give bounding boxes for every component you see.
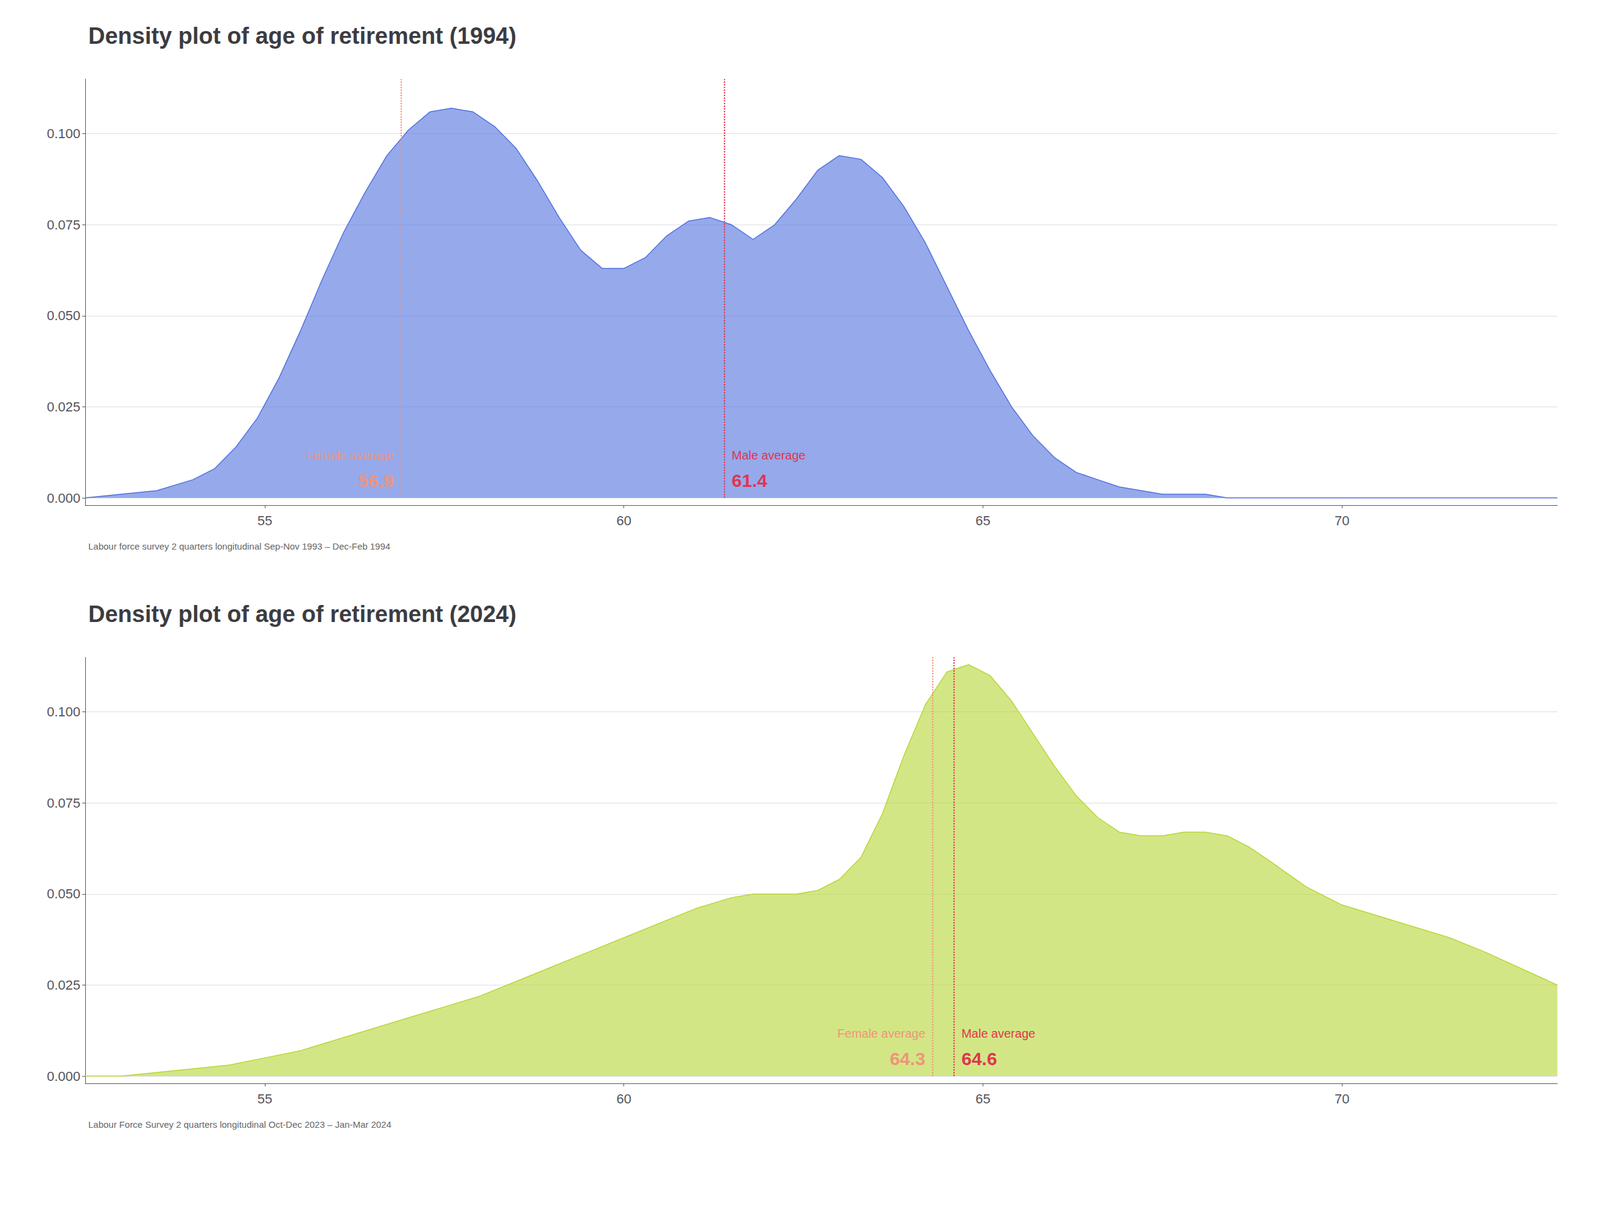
svg-text:0.075: 0.075 — [46, 795, 81, 811]
svg-text:65: 65 — [975, 513, 990, 529]
svg-text:0.025: 0.025 — [46, 977, 81, 993]
svg-text:0.100: 0.100 — [46, 126, 81, 142]
svg-text:0.025: 0.025 — [46, 399, 81, 415]
svg-text:60: 60 — [616, 1091, 631, 1107]
svg-text:64.3: 64.3 — [889, 1049, 925, 1070]
svg-text:64.6: 64.6 — [961, 1049, 997, 1070]
svg-text:Male average: Male average — [961, 1027, 1036, 1041]
svg-text:0.050: 0.050 — [46, 308, 81, 324]
svg-text:70: 70 — [1334, 513, 1350, 529]
svg-text:Labour force survey 2 quarters: Labour force survey 2 quarters longitudi… — [88, 541, 391, 552]
svg-text:0.000: 0.000 — [46, 1069, 81, 1085]
svg-text:61.4: 61.4 — [731, 470, 768, 491]
svg-text:Density plot of age of retirem: Density plot of age of retirement (2024) — [88, 601, 517, 628]
svg-text:65: 65 — [975, 1091, 990, 1107]
svg-text:55: 55 — [257, 513, 273, 529]
svg-text:Male average: Male average — [731, 448, 806, 463]
svg-text:70: 70 — [1334, 1091, 1350, 1107]
svg-text:Female average: Female average — [837, 1027, 926, 1041]
svg-text:0.000: 0.000 — [46, 490, 81, 506]
svg-text:0.075: 0.075 — [46, 217, 81, 233]
svg-text:Female average: Female average — [305, 448, 394, 463]
svg-text:Density plot of age of retirem: Density plot of age of retirement (1994) — [88, 23, 517, 49]
svg-text:56.9: 56.9 — [358, 470, 394, 491]
svg-text:0.100: 0.100 — [46, 704, 81, 720]
svg-text:60: 60 — [616, 513, 631, 529]
svg-text:0.050: 0.050 — [46, 886, 81, 902]
svg-text:Labour Force Survey 2 quarters: Labour Force Survey 2 quarters longitudi… — [88, 1119, 392, 1130]
svg-text:55: 55 — [257, 1091, 273, 1107]
